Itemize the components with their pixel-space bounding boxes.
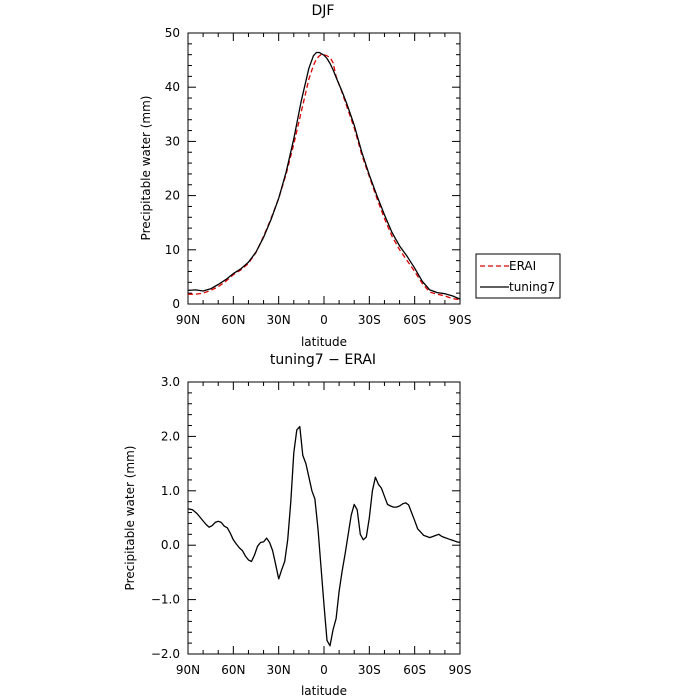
top-y-tick-label: 0	[172, 297, 180, 311]
top-x-tick-label: 30S	[358, 313, 381, 327]
bottom-y-tick-label: 0.0	[161, 538, 180, 552]
bottom-x-axis-label: latitude	[301, 684, 347, 698]
bottom-x-tick-label: 90S	[449, 663, 472, 677]
bottom-plot-area: 90N 60N 30N 0 30S 60S 90S −2.0 −1.0 0.0 1.0 2.0 3.0	[151, 375, 472, 677]
bottom-y-tick-label: 1.0	[161, 484, 180, 498]
top-series-line-erai	[188, 54, 461, 301]
bottom-chart-title: tuning7 − ERAI	[270, 352, 376, 368]
bottom-x-tick-label: 60S	[403, 663, 426, 677]
bottom-panel: tuning7 − ERAI 90N 60N 30N 0 30S 60S 90S −2.0 −1…	[123, 352, 471, 698]
top-x-tick-label: 90N	[176, 313, 200, 327]
top-x-tick-label: 60S	[403, 313, 426, 327]
top-x-tick-label: 0	[320, 313, 328, 327]
bottom-x-tick-label: 30N	[267, 663, 291, 677]
legend-box	[475, 253, 561, 299]
bottom-y-tick-label: −2.0	[151, 647, 180, 661]
bottom-y-axis-label: Precipitable water (mm)	[123, 446, 137, 591]
bottom-plot-frame	[187, 381, 461, 655]
top-plot-area: 90N 60N 30N 0 30S 60S 90S 0 10 20 30 40 50	[165, 26, 472, 327]
legend: ERAI tuning7	[475, 253, 561, 299]
top-panel: DJF 90N 60N 30N 0 30S 60S 90S 0 10 20 30 40 50 latit…	[139, 3, 561, 349]
top-y-tick-label: 10	[165, 243, 180, 257]
legend-label-tuning7: tuning7	[509, 280, 555, 294]
bottom-x-tick-label: 90N	[176, 663, 200, 677]
bottom-x-tick-label: 60N	[221, 663, 245, 677]
top-series-line-tuning7	[187, 51, 461, 300]
top-chart-title: DJF	[312, 3, 335, 19]
top-x-tick-label: 60N	[221, 313, 245, 327]
top-x-tick-label: 30N	[267, 313, 291, 327]
bottom-y-tick-label: −1.0	[151, 593, 180, 607]
top-y-tick-label: 40	[165, 80, 180, 94]
top-y-tick-label: 20	[165, 189, 180, 203]
top-y-tick-label: 30	[165, 134, 180, 148]
top-plot-frame	[187, 32, 461, 305]
top-y-axis-label: Precipitable water (mm)	[139, 96, 153, 241]
bottom-y-tick-label: 3.0	[161, 375, 180, 389]
legend-label-erai: ERAI	[509, 259, 536, 273]
bottom-x-tick-label: 30S	[358, 663, 381, 677]
top-x-tick-label: 90S	[449, 313, 472, 327]
top-y-tick-label: 50	[165, 26, 180, 40]
top-x-axis-label: latitude	[301, 335, 347, 349]
bottom-y-tick-label: 2.0	[161, 429, 180, 443]
bottom-x-tick-label: 0	[320, 663, 328, 677]
bottom-series-line-difference-0	[187, 425, 461, 647]
